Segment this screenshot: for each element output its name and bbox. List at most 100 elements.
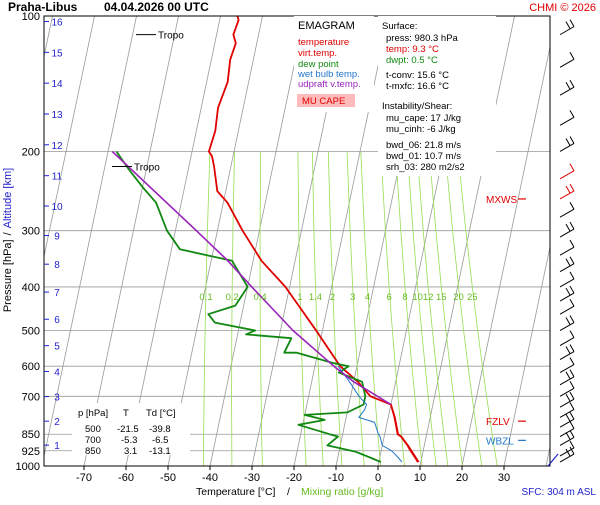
wind-barb-feather [569,446,575,455]
mixing-ratio-label: 8 [402,292,407,303]
wind-barb-feather [565,81,571,90]
wind-barb-feather [565,258,571,266]
y-axis-title-pressure: Pressure [hPa] [2,239,14,312]
wind-barb-feather [569,402,575,410]
altitude-tick-label: 12 [51,141,63,152]
altitude-tick-label: 9 [54,232,60,243]
pressure-tick-label: 850 [22,429,40,441]
table-cell: -6.5 [152,435,168,446]
altitude-tick-label: 4 [54,367,60,378]
mixing-ratio-line [395,151,423,466]
mixing-ratio-line [416,151,449,466]
temperature-tick-label: -50 [160,472,176,484]
mixing-ratio-label: 4 [365,292,370,303]
mixing-ratio-line [360,151,381,466]
legend-wet-bulb: wet bulb temp. [297,69,360,80]
mixing-ratio-label: 2 [330,292,335,303]
table-cell: 500 [85,424,101,435]
pressure-tick-label: 400 [22,282,40,294]
wind-barb-shaft [559,26,575,36]
data-table-bg [72,403,190,455]
table-cell: -21.5 [117,424,139,435]
annotations: 0.1 0.2 0.4 1 1.4 2 3 4 6 8 10 12 15 20 25 Tropo Tropo MX… [112,31,526,447]
wind-barb-feather [569,369,575,378]
info-box [378,16,496,176]
wind-barb-shaft [559,387,575,397]
level-label: WBZL [486,436,514,447]
altitude-tick-label: 13 [51,110,63,121]
table-cell: -13.1 [149,446,171,457]
wind-barb-feather [569,183,575,192]
mixing-ratio-label: 12 [423,292,434,303]
wind-barb-feather [569,330,575,338]
temperature-tick-label: -10 [328,472,344,484]
wind-barb-shaft [559,337,575,347]
pressure-tick-label: 925 [22,446,40,458]
wind-barb-shaft [559,292,575,302]
table-header-t: T [123,408,129,419]
wind-barb-feather [565,185,571,194]
legend-updraft: udpraft v.temp. [298,79,361,90]
surface-wind-barb [547,453,559,467]
mixing-ratio-label: 10 [412,292,423,303]
wind-barb-feather [569,79,575,88]
wind-barb-shaft [559,409,575,418]
surface-temp: temp: 9.3 °C [386,44,439,55]
wind-barb-feather [569,298,575,307]
wind-barb-shaft [559,143,575,152]
mixing-ratio-label: 15 [436,292,447,303]
mixing-ratio-label: 20 [453,292,464,303]
wind-barb-feather [565,317,571,325]
wind-barb-shaft [559,428,575,437]
table-cell: -5.3 [121,435,137,446]
altitude-tick-label: 11 [52,172,63,183]
altitude-tick-label: 8 [54,260,60,271]
pressure-tick-label: 300 [22,226,40,238]
chart-title: EMAGRAM [298,20,355,32]
wind-barb-feather [565,371,571,380]
wind-barb-shaft [559,436,575,446]
mixing-ratio-line [312,151,324,466]
pressure-tick-label: 600 [22,361,40,373]
mixing-ratio-line [444,151,483,466]
wind-barb-feather [569,285,575,294]
mixing-ratio-label: 0.1 [199,292,212,303]
t-conv: t-conv: 15.6 °C [386,70,449,81]
altitude-tick-label: 3 [54,393,60,404]
x-axis-title-mix: Mixing ratio [g/kg] [301,486,383,498]
x-axis-title-sep: / [287,486,290,498]
x-axis-title-temp: Temperature [°C] [196,486,276,498]
isotherm-line [44,16,95,259]
wind-barb-shaft [559,246,575,256]
t-mxfc: t-mxfc: 16.6 °C [386,81,449,92]
temperature-tick-label: -30 [244,472,260,484]
y-axis-title-sep: / [2,231,14,235]
wind-barb-feather [569,391,575,400]
surface-dwpt: dwpt: 0.5 °C [386,55,438,66]
mixing-ratio-label: 1 [297,292,302,303]
mixing-ratio-label: 6 [386,292,391,303]
wind-barb-feather [565,413,571,422]
wind-barb-feather [569,110,575,118]
instab-title: Instability/Shear: [382,101,452,112]
series-wet-bulb-temp- [337,365,403,463]
pressure-tick-label: 100 [22,11,40,23]
bwd-06: bwd_06: 21.8 m/s [386,140,461,151]
srh-03: srh_03: 280 m2/s2 [386,162,465,173]
pressure-tick-label: 1000 [16,461,40,473]
mu-cape-badge: MU CAPE [302,96,345,107]
table-header-p: p [hPa] [78,408,108,419]
mixing-ratio-line [297,151,307,466]
level-label: MXWS [486,195,517,206]
mixing-ratio-line [457,151,498,466]
mixing-ratio-line [346,151,365,466]
tropopause-label: Tropo [134,163,160,174]
bwd-01: bwd_01: 10.7 m/s [386,151,461,162]
mu-cape-badge-bg [297,94,355,107]
wind-barb-shaft [559,190,575,200]
tropopause-label: Tropo [158,31,184,42]
table-cell: 700 [85,435,101,446]
legend-virt-temp: virt.temp. [298,48,337,59]
altitude-tick-label: 15 [51,48,63,59]
temperature-tick-label: -60 [118,472,134,484]
